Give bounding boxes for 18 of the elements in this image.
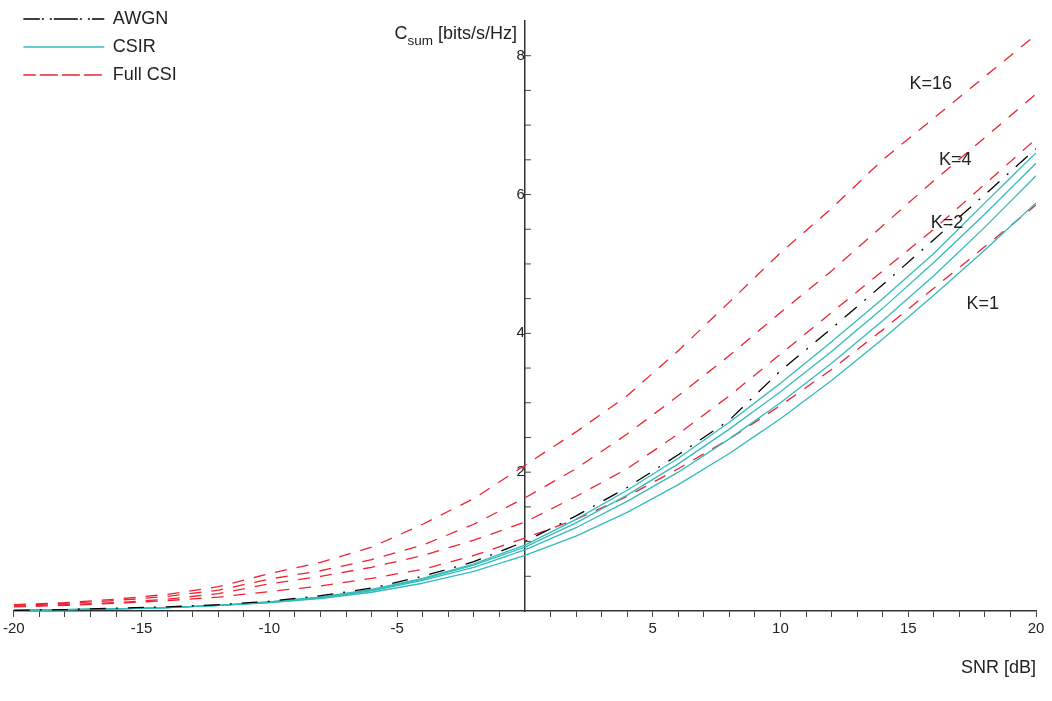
x-tick-label: -5 [390, 619, 404, 637]
annotation: K=16 [909, 73, 952, 94]
x-axis-title: SNR [dB] [960, 657, 1037, 677]
x-tick-label: 10 [772, 619, 789, 637]
legend-label: AWGN [112, 7, 169, 28]
x-tick-label: 5 [648, 619, 657, 637]
annotation: K=4 [938, 149, 972, 170]
y-tick-label: 6 [516, 184, 525, 202]
x-tick-label: -15 [130, 619, 153, 637]
x-tick-label: 20 [1027, 619, 1045, 637]
x-tick-label: -20 [3, 619, 25, 637]
annotation: K=2 [930, 211, 964, 232]
x-tick-label: -10 [258, 619, 281, 637]
legend-label: Full CSI [112, 63, 177, 84]
y-tick-label: 8 [516, 45, 525, 63]
x-tick-label: 15 [899, 619, 917, 637]
annotation: K=1 [966, 293, 1000, 314]
legend-label: CSIR [112, 35, 156, 56]
